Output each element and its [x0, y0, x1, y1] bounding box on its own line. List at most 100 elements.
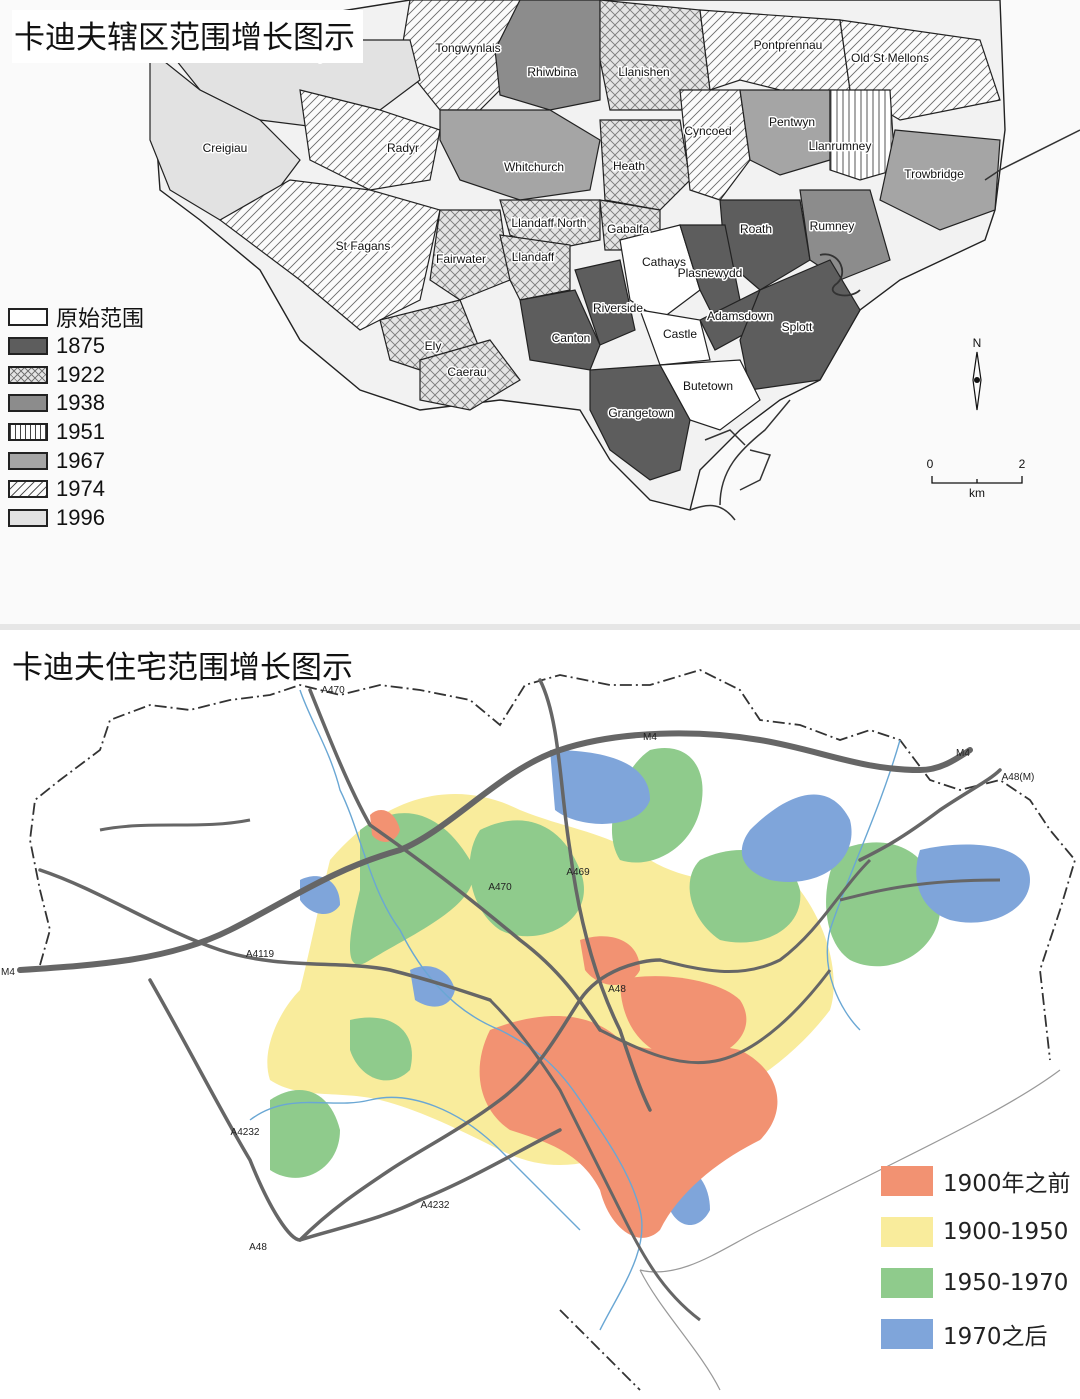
district-label: Butetown	[683, 379, 733, 393]
river-ely	[249, 1096, 581, 1231]
legend-entry: 1875	[8, 332, 144, 361]
legend-entry: 1996	[8, 504, 144, 533]
road-line	[148, 978, 562, 1242]
housing-area	[479, 1016, 778, 1238]
district-area	[574, 259, 636, 346]
legend-swatch	[8, 480, 48, 499]
district-label: Fairwater	[436, 252, 486, 266]
legend-entry: 原始范围	[8, 303, 144, 332]
legend-swatch	[8, 337, 48, 356]
road-line	[858, 768, 1002, 862]
district-area	[218, 179, 441, 331]
district-label: Pontprennau	[754, 38, 823, 52]
district-label: Llandaff	[512, 250, 555, 264]
legend-swatch	[8, 423, 48, 442]
north-arrow: N	[972, 336, 982, 411]
district-area	[619, 224, 701, 321]
road-label: A48	[608, 984, 626, 995]
legend-label: 1938	[56, 390, 105, 416]
district-label: Heath	[613, 159, 645, 173]
housing-area	[350, 813, 474, 965]
district-area	[499, 199, 601, 251]
road-line	[17, 730, 973, 973]
district-label: Radyr	[387, 141, 419, 155]
legend-swatch	[8, 451, 48, 470]
district-area	[599, 119, 691, 211]
district-area	[879, 129, 1001, 231]
coastline	[639, 1069, 1061, 1391]
district-label: Riverside	[593, 301, 643, 315]
legend-entry: 1951	[8, 418, 144, 447]
district-area	[519, 289, 601, 371]
road-line	[538, 678, 652, 1112]
road-label: M4	[643, 732, 657, 743]
housing-area	[826, 842, 941, 967]
district-label: St Fagans	[336, 239, 391, 253]
road-label: M4	[1, 967, 15, 978]
administrative-growth-map-panel: TongwynlaisPentyrchRhiwbinaLlanishenPont…	[0, 0, 1080, 624]
housing-growth-map: M4 M4 M4 A470 A470 A469 A4119 A48 A48 A4232 A4232 A…	[1, 669, 1077, 1391]
road-labels: M4 M4 M4 A470 A470 A469 A4119 A48 A48 A4232 A4232 A…	[1, 685, 1034, 1253]
legend-label: 1900-1950	[943, 1218, 1069, 1245]
legend-entry: 1974	[8, 475, 144, 504]
district-area	[829, 89, 896, 181]
district-label: Cyncoed	[684, 124, 731, 138]
district-label: Roath	[740, 222, 772, 236]
housing-area	[620, 976, 747, 1060]
road-label: M4	[956, 748, 970, 759]
svg-text:N: N	[973, 336, 982, 350]
district-area	[589, 364, 691, 481]
district-label: Llanrumney	[809, 139, 872, 153]
road-label: A469	[566, 867, 590, 878]
river-taff	[299, 689, 643, 1331]
district-areas	[149, 0, 1006, 511]
district-label: Old St Mellons	[851, 51, 929, 65]
admin-map-title: 卡迪夫辖区范围增长图示	[12, 10, 363, 63]
district-label: Rhiwbina	[527, 65, 577, 79]
housing-area	[550, 750, 650, 824]
legend-label: 1967	[56, 447, 105, 473]
housing-map-legend: 1900年之前 1900-1950 1950-1970 1970之后	[881, 1155, 1071, 1359]
district-labels: TongwynlaisPentyrchRhiwbinaLlanishenPont…	[201, 37, 965, 422]
coastline	[689, 129, 1080, 521]
legend-label: 1922	[56, 361, 105, 387]
road-line	[659, 858, 872, 974]
district-area	[299, 89, 441, 191]
district-area	[439, 109, 601, 201]
legend-label: 1950-1970	[943, 1269, 1069, 1296]
legend-label: 1951	[56, 419, 105, 445]
district-label: Canton	[552, 331, 591, 345]
road-line	[99, 818, 251, 832]
housing-map-title: 卡迪夫住宅范围增长图示	[12, 650, 353, 686]
district-label: Creigiau	[203, 141, 248, 155]
legend-label: 1970之后	[943, 1323, 1048, 1350]
road-label: A470	[488, 882, 512, 893]
housing-area	[270, 1090, 340, 1178]
road-line	[298, 958, 662, 1242]
legend-swatch	[881, 1267, 933, 1298]
road-label: A48	[249, 1242, 267, 1253]
scale-bar: 0 2 km	[927, 457, 1026, 500]
road-network	[17, 678, 1002, 1322]
housing-area	[370, 810, 400, 842]
housing-area	[916, 844, 1030, 923]
legend-entry: 1900年之前	[881, 1155, 1071, 1206]
district-area	[739, 89, 831, 176]
legend-swatch	[8, 509, 48, 528]
housing-growth-map-panel: M4 M4 M4 A470 A470 A469 A4119 A48 A48 A4232 A4232 A…	[0, 630, 1080, 1399]
legend-swatch	[881, 1318, 933, 1349]
legend-label: 1996	[56, 505, 105, 531]
district-label: Tongwynlais	[435, 41, 500, 55]
district-label: Llanishen	[618, 65, 669, 79]
road-label: A48(M)	[1002, 772, 1035, 783]
district-area	[639, 309, 711, 366]
district-label: Llandaff North	[511, 216, 586, 230]
district-area	[679, 89, 751, 201]
district-label: Gabalfa	[607, 222, 649, 236]
district-label: Plasnewydd	[678, 266, 743, 280]
housing-areas	[267, 748, 1030, 1238]
legend-entry: 1938	[8, 389, 144, 418]
road-line	[618, 1209, 701, 1322]
district-label: Adamsdown	[707, 309, 773, 323]
district-label: Whitchurch	[504, 160, 564, 174]
